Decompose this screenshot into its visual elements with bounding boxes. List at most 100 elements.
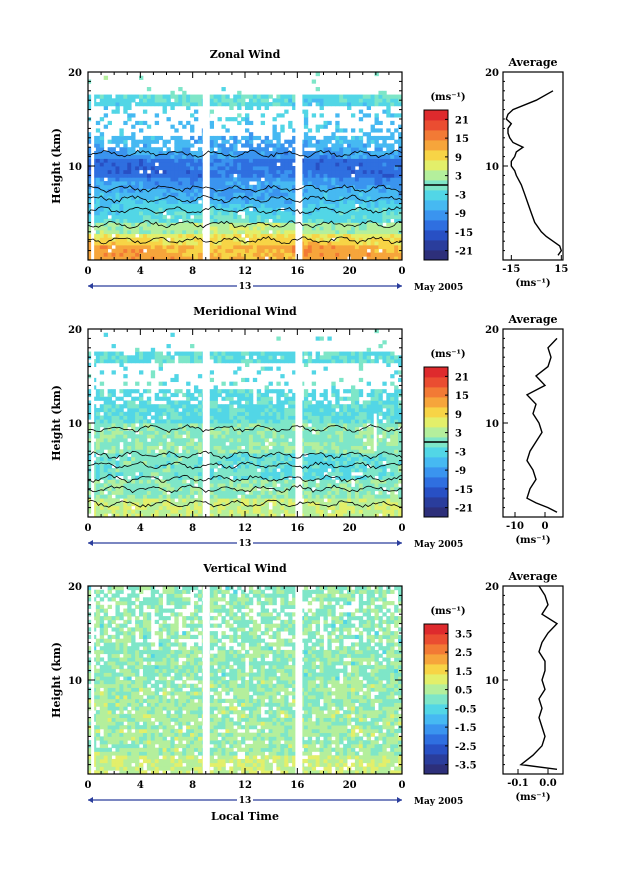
heatmap-cell xyxy=(96,140,100,144)
heatmap-cell xyxy=(190,245,194,249)
heatmap-cell xyxy=(155,442,159,446)
heatmap-cell xyxy=(115,498,119,502)
heatmap-cell xyxy=(371,509,375,513)
heatmap-cell xyxy=(237,472,241,476)
heatmap-cell xyxy=(178,509,182,513)
heatmap-cell xyxy=(174,237,178,241)
heatmap-cell xyxy=(343,491,347,495)
x-tick-label: 20 xyxy=(343,266,357,277)
heatmap-cell xyxy=(284,457,288,461)
heatmap-cell xyxy=(225,147,229,151)
heatmap-cell xyxy=(131,181,135,185)
heatmap-cell xyxy=(304,219,308,223)
heatmap-cell xyxy=(331,177,335,181)
average-profile-line xyxy=(506,91,561,256)
heatmap-cell xyxy=(257,449,261,453)
heatmap-cell xyxy=(178,147,182,151)
heatmap-cell xyxy=(186,241,190,245)
heatmap-cell xyxy=(261,498,265,502)
heatmap-cell xyxy=(100,483,104,487)
heatmap-cell xyxy=(108,162,112,166)
heatmap-cell xyxy=(112,509,116,513)
heatmap-cell xyxy=(229,461,233,465)
heatmap-cell xyxy=(347,442,351,446)
heatmap-cell xyxy=(304,132,308,136)
heatmap-cell xyxy=(324,155,328,159)
heatmap-cell xyxy=(167,95,171,99)
heatmap-cell xyxy=(257,226,261,230)
heatmap-cell xyxy=(174,174,178,178)
heatmap-cell xyxy=(214,102,218,106)
heatmap-cell xyxy=(280,438,284,442)
heatmap-cell xyxy=(363,449,367,453)
heatmap-cell xyxy=(312,170,316,174)
heatmap-cell xyxy=(237,181,241,185)
heatmap-cell xyxy=(241,136,245,140)
heatmap-cell xyxy=(316,200,320,204)
heatmap-cell xyxy=(312,494,316,498)
heatmap-cell xyxy=(363,509,367,513)
heatmap-cell xyxy=(265,230,269,234)
heatmap-cell xyxy=(225,453,229,457)
heatmap-cell xyxy=(320,468,324,472)
heatmap-cell xyxy=(335,196,339,200)
heatmap-cell xyxy=(237,438,241,442)
heatmap-cell xyxy=(225,226,229,230)
heatmap-cell xyxy=(170,483,174,487)
heatmap-cell xyxy=(261,494,265,498)
heatmap-cell xyxy=(178,158,182,162)
heatmap-cell xyxy=(347,106,351,110)
heatmap-cell xyxy=(375,143,379,147)
heatmap-cell xyxy=(214,136,218,140)
heatmap-cell xyxy=(214,453,218,457)
heatmap-cell xyxy=(123,468,127,472)
heatmap-cell xyxy=(147,95,151,99)
heatmap-cell xyxy=(237,434,241,438)
heatmap-cell xyxy=(331,442,335,446)
heatmap-cell xyxy=(170,472,174,476)
heatmap-cell xyxy=(265,177,269,181)
heatmap-cell xyxy=(394,438,398,442)
heatmap-cell xyxy=(218,102,222,106)
heatmap-cell xyxy=(186,192,190,196)
heatmap-cell xyxy=(363,174,367,178)
heatmap-cell xyxy=(288,249,292,253)
heatmap-cell xyxy=(324,95,328,99)
heatmap-cell xyxy=(261,174,265,178)
heatmap-cell xyxy=(214,431,218,435)
heatmap-cell xyxy=(359,234,363,238)
heatmap-cell xyxy=(100,226,104,230)
heatmap-cell xyxy=(221,442,225,446)
heatmap-cell xyxy=(100,211,104,215)
heatmap-cell xyxy=(245,230,249,234)
heatmap-cell xyxy=(139,423,143,427)
heatmap-cell xyxy=(320,446,324,450)
heatmap-cell xyxy=(131,442,135,446)
heatmap-cell xyxy=(249,174,253,178)
heatmap-cell xyxy=(210,219,214,223)
heatmap-cell xyxy=(288,143,292,147)
heatmap-cell xyxy=(343,147,347,151)
heatmap-cell xyxy=(167,102,171,106)
heatmap-cell xyxy=(390,200,394,204)
heatmap-cell xyxy=(225,498,229,502)
heatmap-cell xyxy=(276,211,280,215)
heatmap-cell xyxy=(339,245,343,249)
heatmap-cell xyxy=(276,136,280,140)
heatmap-cell xyxy=(312,457,316,461)
heatmap-cell xyxy=(210,143,214,147)
heatmap-cell xyxy=(335,431,339,435)
heatmap-cell xyxy=(339,230,343,234)
heatmap-cell xyxy=(108,98,112,102)
heatmap-cell xyxy=(108,431,112,435)
heatmap-cell xyxy=(119,245,123,249)
heatmap-cell xyxy=(269,476,273,480)
heatmap-cell xyxy=(229,252,233,256)
heatmap-cell xyxy=(308,476,312,480)
heatmap-cell xyxy=(186,121,190,125)
heatmap-cell xyxy=(210,234,214,238)
heatmap-cell xyxy=(115,95,119,99)
heatmap-cell xyxy=(288,479,292,483)
heatmap-cell xyxy=(245,174,249,178)
heatmap-cell xyxy=(135,215,139,219)
